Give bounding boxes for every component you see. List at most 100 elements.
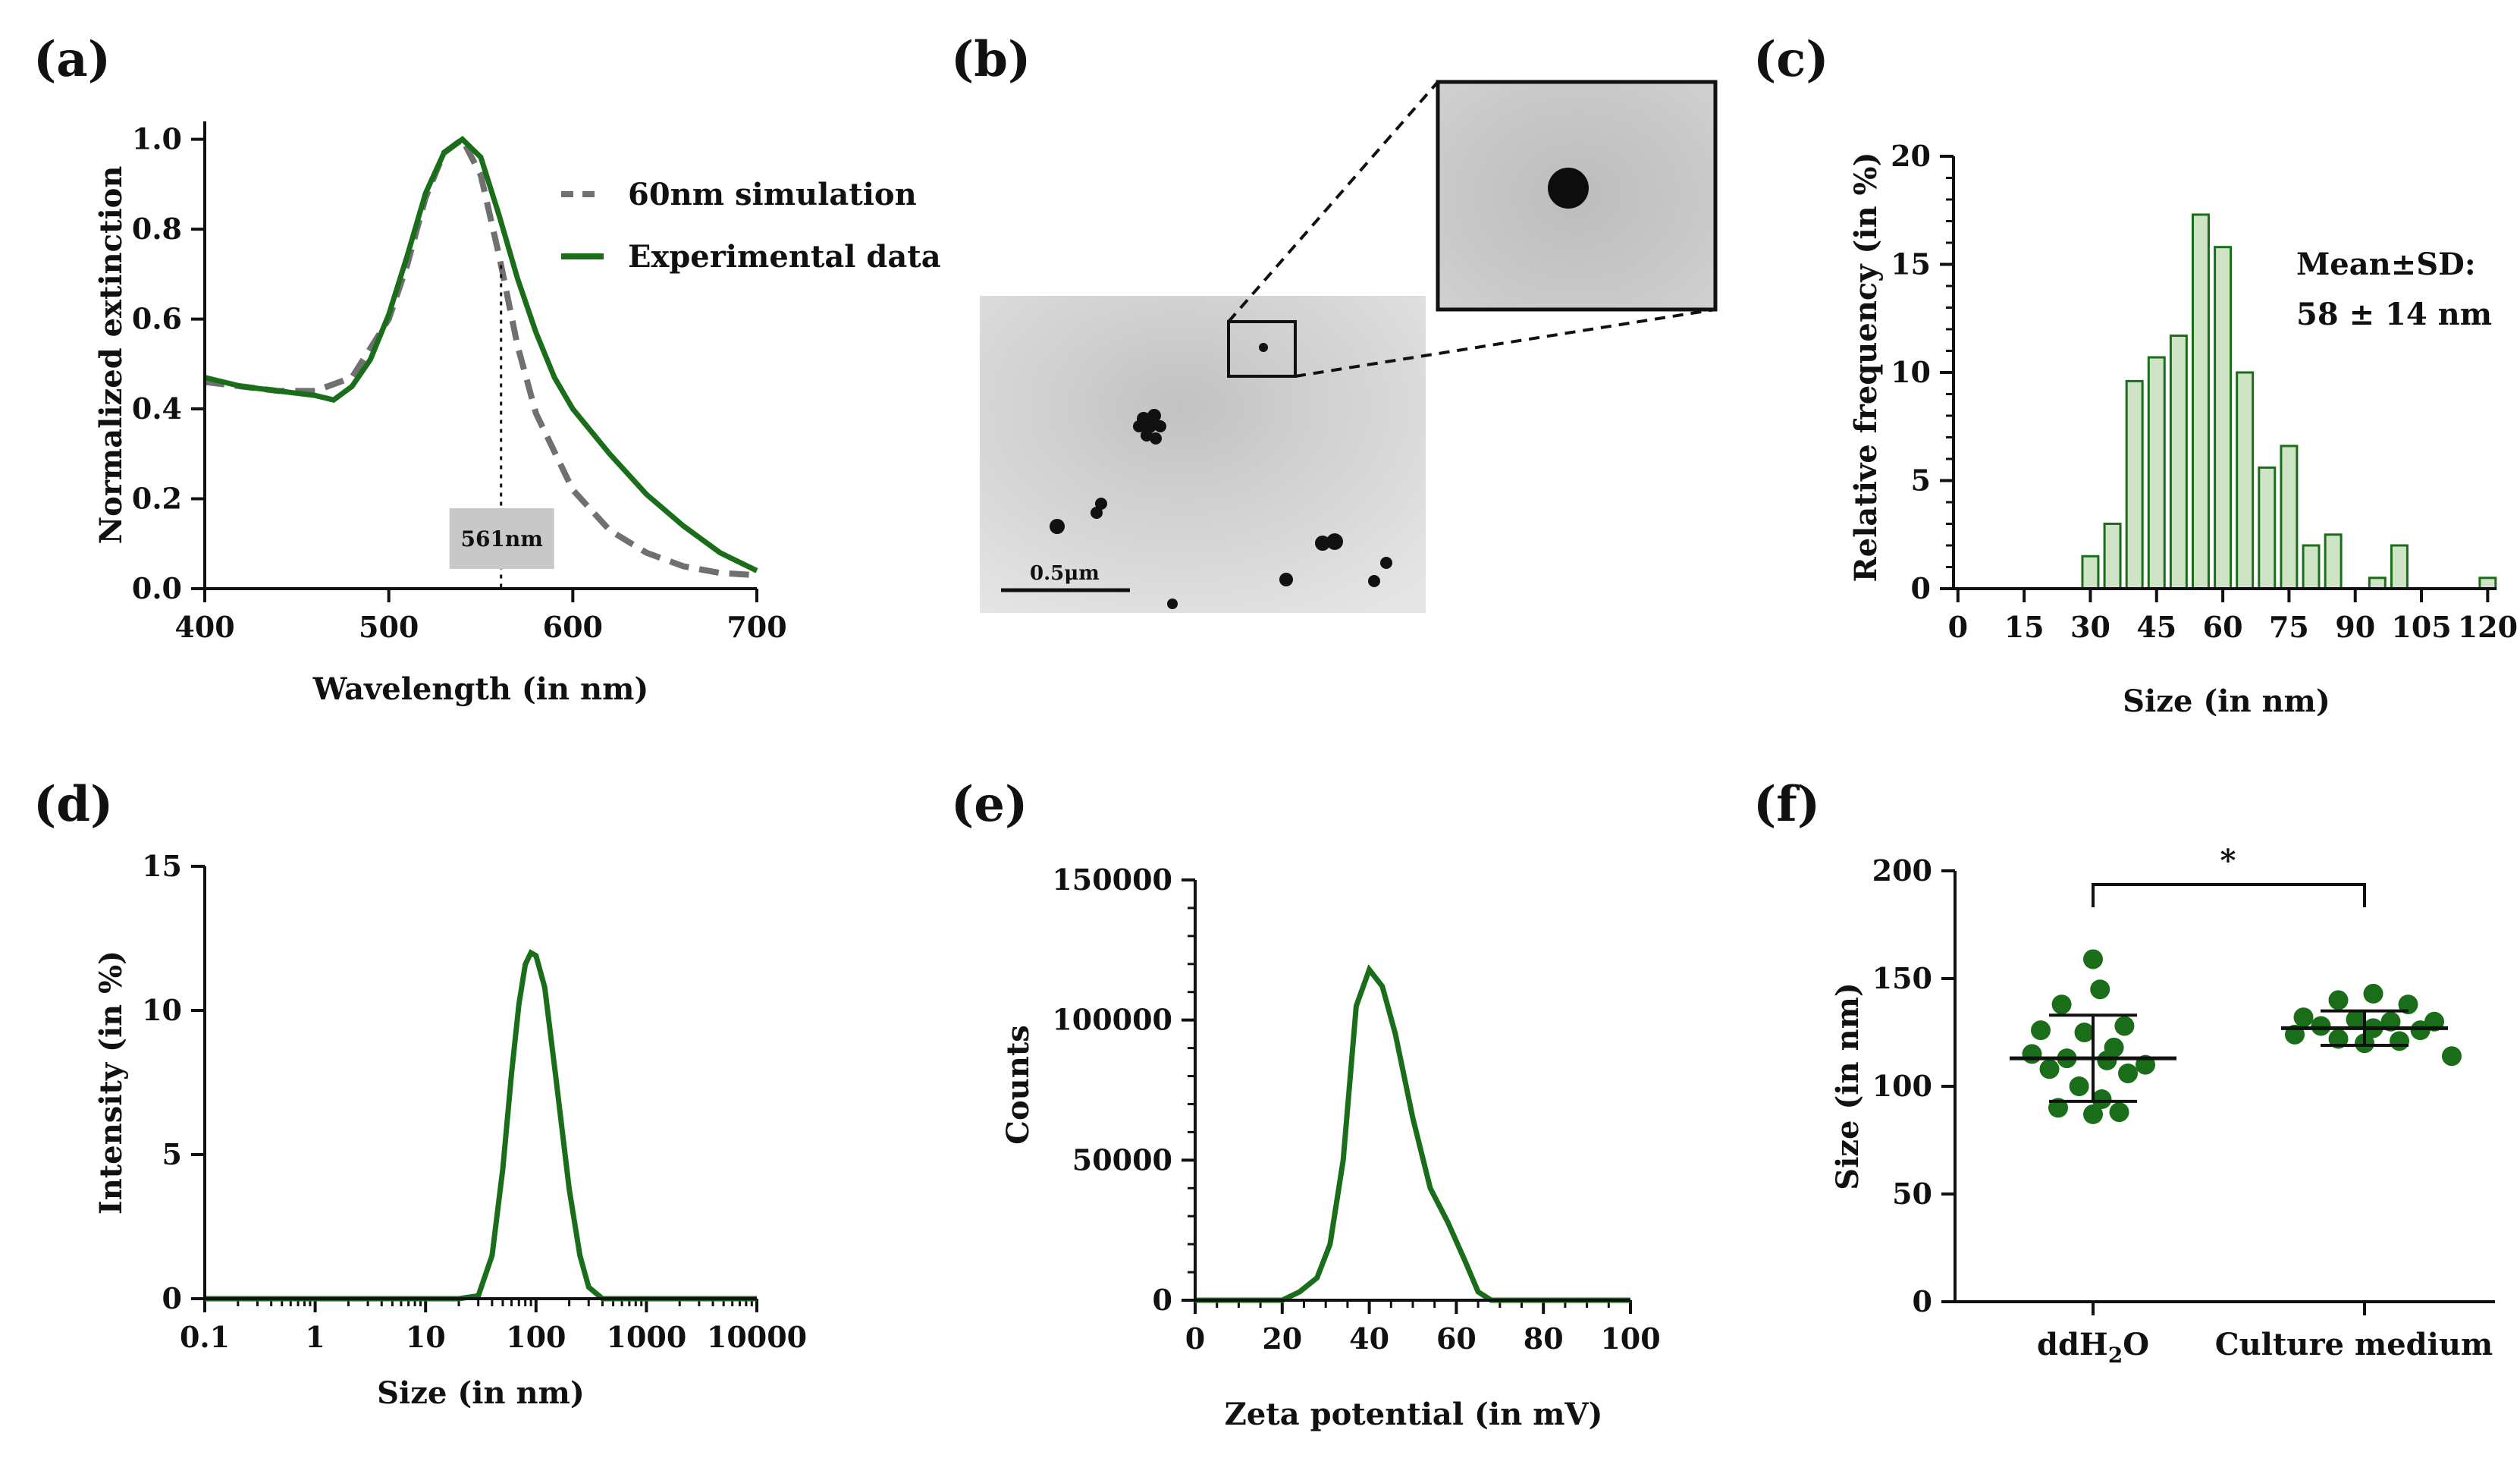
chart-a-xtick-label: 400 <box>174 610 234 644</box>
chart-f-point <box>2039 1059 2060 1079</box>
chart-d-xtick-label: 1000 <box>607 1320 687 1354</box>
chart-c-bar <box>2214 246 2233 590</box>
chart-f-point <box>2022 1044 2042 1064</box>
chart-e-ytick-label: 150000 <box>1052 863 1172 897</box>
chart-f-category-culture-medium: Culture medium <box>2215 1327 2493 1362</box>
chart-a-peak-label: 561nm <box>460 526 542 551</box>
chart-e-xtick-label: 100 <box>1600 1321 1660 1356</box>
chart-c-bar <box>2192 213 2210 590</box>
chart-f-point <box>2092 1089 2112 1110</box>
chart-d-ytick-label: 0 <box>162 1281 182 1315</box>
chart-c-annotation-title: Mean±SD: <box>2296 247 2476 282</box>
chart-d-xtick-label: 1 <box>305 1320 325 1354</box>
chart-d-y-label: Intensity (in %) <box>93 951 129 1214</box>
chart-f-point <box>2328 990 2349 1010</box>
chart-f-point <box>2311 1016 2331 1036</box>
chart-d-xtick-label: 0.1 <box>180 1320 230 1354</box>
chart-f-point <box>2118 1063 2138 1083</box>
chart-c-xtick-label: 90 <box>2335 610 2375 644</box>
chart-a-xtick-label: 500 <box>359 610 419 644</box>
tem-particles <box>1050 343 1392 609</box>
chart-d-xtick-label: 10000 <box>707 1320 807 1354</box>
chart-f-significance-bracket <box>2092 883 2366 907</box>
chart-f-point <box>2109 1102 2129 1123</box>
chart-f-ytick-label: 50 <box>1892 1177 1932 1211</box>
chart-e-xtick-label: 20 <box>1262 1321 1302 1356</box>
chart-e-xtick-label: 60 <box>1436 1321 1477 1356</box>
chart-f-point <box>2083 1104 2103 1124</box>
chart-a-ytick-label: 0.6 <box>132 302 182 336</box>
chart-c-bar <box>2302 544 2321 590</box>
chart-c-bar <box>2169 335 2188 590</box>
chart-a-peak-badge <box>449 508 554 569</box>
chart-d-ytick-label: 5 <box>162 1137 182 1171</box>
chart-a-ytick-label: 0.0 <box>132 571 182 605</box>
chart-f-point <box>2090 979 2110 1000</box>
chart-a-simulation-line <box>204 134 758 579</box>
chart-c-ytick-label: 20 <box>1891 139 1931 173</box>
chart-d-intensity-line <box>205 949 757 1302</box>
chart-a-ytick-label: 0.4 <box>132 391 182 426</box>
chart-c-bar <box>2258 466 2277 590</box>
chart-e-ytick-label: 50000 <box>1072 1142 1172 1177</box>
chart-c-ytick-label: 10 <box>1891 355 1931 389</box>
chart-c-xtick-label: 120 <box>2458 610 2518 644</box>
chart-c-x-label: Size (in nm) <box>2123 683 2330 719</box>
chart-f: 0 50 100 150 200 * ddH2O Culture medium Size… <box>1830 843 2495 1368</box>
chart-a-xtick-label: 600 <box>543 610 603 644</box>
chart-f-points <box>2022 949 2462 1124</box>
chart-c-ytick-label: 0 <box>1911 571 1931 605</box>
chart-a-ticks: 400 500 600 700 0.0 0.2 0.4 0.6 0.8 1.0 <box>132 122 787 644</box>
chart-c-bar <box>2280 445 2299 590</box>
chart-c-xtick-label: 30 <box>2070 610 2110 644</box>
chart-f-point <box>2069 1076 2089 1096</box>
chart-c-ticks: 0 15 30 45 60 75 90 105 120 0 5 10 15 20 <box>1891 139 2518 644</box>
chart-f-ytick-label: 0 <box>1913 1284 1932 1318</box>
chart-f-point <box>2398 995 2418 1015</box>
chart-e: 0 20 40 60 80 100 0 50000 100000 150000 Zeta pote… <box>1000 863 1661 1432</box>
panel-label-b: (b) <box>951 31 1031 88</box>
chart-c-annotation-value: 58 ± 14 nm <box>2296 297 2492 332</box>
chart-f-point <box>2031 1020 2051 1041</box>
chart-f-point <box>2390 1031 2409 1051</box>
chart-c-bar <box>2147 356 2166 590</box>
chart-c-bar <box>2478 577 2497 590</box>
chart-e-ticks: 0 20 40 60 80 100 0 50000 100000 150000 <box>1052 863 1660 1356</box>
chart-f-ytick-label: 100 <box>1872 1069 1932 1103</box>
chart-f-point <box>2346 1009 2366 1029</box>
chart-a-ytick-label: 0.8 <box>132 212 182 246</box>
chart-c-xtick-label: 15 <box>2004 610 2045 644</box>
tem-inset-particle <box>1548 168 1589 209</box>
chart-c-xtick-label: 60 <box>2203 610 2243 644</box>
chart-c-bar <box>2125 379 2144 590</box>
chart-a-experimental-line <box>204 136 758 573</box>
chart-f-significance-star: * <box>2220 843 2236 878</box>
panel-label-d: (d) <box>33 776 113 833</box>
chart-a-ytick-label: 1.0 <box>132 122 182 156</box>
panel-label-c: (c) <box>1753 31 1829 88</box>
panel-label-f: (f) <box>1753 776 1820 833</box>
chart-a-legend-simulation: 60nm simulation <box>628 177 917 212</box>
chart-f-point <box>2051 995 2072 1015</box>
chart-f-point <box>2293 1007 2314 1028</box>
chart-e-ytick-label: 0 <box>1153 1283 1172 1317</box>
chart-f-point <box>2083 949 2103 969</box>
chart-c-bar <box>2103 523 2122 590</box>
chart-f-point <box>2048 1098 2068 1118</box>
chart-e-xtick-label: 0 <box>1185 1321 1205 1356</box>
chart-f-category-ddh2o: ddH2O <box>2037 1327 2149 1368</box>
chart-f-error-bars <box>2010 1009 2448 1103</box>
chart-e-x-label: Zeta potential (in mV) <box>1225 1397 1603 1432</box>
chart-c-ytick-label: 15 <box>1891 247 1931 281</box>
chart-d-x-label: Size (in nm) <box>377 1375 585 1411</box>
tem-zoom-box <box>1227 320 1297 378</box>
chart-e-xtick-label: 80 <box>1524 1321 1564 1356</box>
chart-f-point <box>2410 1020 2431 1041</box>
chart-f-point <box>2442 1046 2462 1067</box>
chart-c-xtick-label: 45 <box>2136 610 2176 644</box>
chart-f-point <box>2074 1023 2095 1042</box>
chart-e-zeta-line <box>1195 964 1630 1303</box>
chart-d-xtick-label: 10 <box>406 1320 446 1354</box>
chart-c-bar <box>2324 533 2343 590</box>
